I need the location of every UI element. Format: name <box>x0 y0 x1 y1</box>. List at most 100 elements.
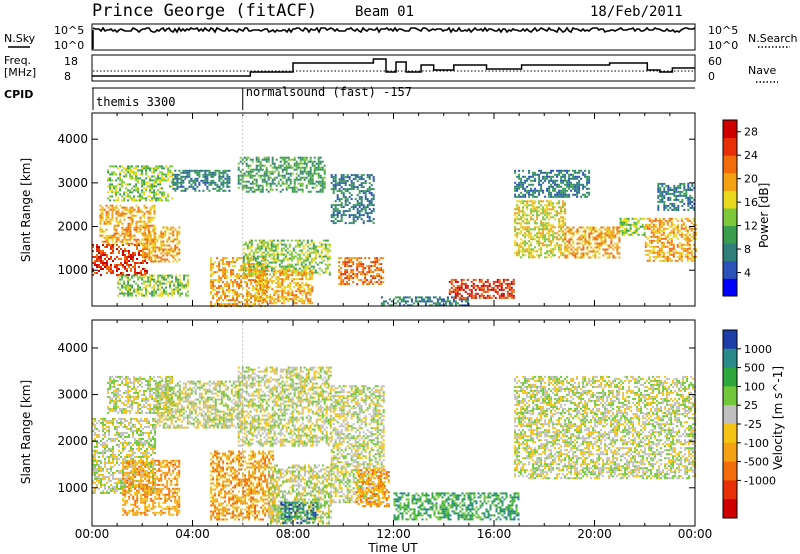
beam-label: Beam 01 <box>355 4 414 20</box>
power-region <box>117 274 190 297</box>
x-tick-label: 00:00 <box>75 527 110 541</box>
velocity-region <box>330 385 385 504</box>
power-colorbar-tick-label: 28 <box>744 126 758 139</box>
velocity-colorbar-tick-label: 25 <box>744 399 758 412</box>
nave-tick-bottom: 0 <box>708 70 715 83</box>
power-region <box>107 165 174 202</box>
velocity-ylabel: Slant Range [km] <box>19 380 33 484</box>
velocity-colorbar-tick-label: -100 <box>744 437 769 450</box>
velocity-colorbar-swatch <box>723 424 737 444</box>
power-colorbar-swatch <box>723 120 737 139</box>
power-colorbar-swatch <box>723 190 737 209</box>
velocity-colorbar-tick-label: 100 <box>744 380 765 393</box>
power-region <box>514 200 567 259</box>
velocity-colorbar: 1000 500 100 25 -25 -100 -500 -1000 <box>722 329 776 519</box>
velocity-colorbar-swatch <box>723 499 737 519</box>
velocity-region <box>355 469 390 508</box>
x-tick-label: 12:00 <box>376 527 411 541</box>
x-axis-label: Time UT <box>367 541 418 554</box>
power-colorbar-tick-label: 20 <box>744 173 758 186</box>
power-colorbar-swatch <box>723 172 737 191</box>
x-axis: 00:00 04:00 08:00 12:00 16:00 20:00 00:00 <box>75 527 713 541</box>
power-region <box>514 169 591 198</box>
velocity-region <box>514 413 697 480</box>
velocity-colorbar-tick-label: -25 <box>744 418 762 431</box>
power-colorbar: 4 8 12 16 20 24 28 <box>722 119 758 297</box>
power-colorbar-swatch <box>723 155 737 174</box>
velocity-ytick-label: 3000 <box>57 388 88 402</box>
power-region <box>330 174 375 225</box>
velocity-colorbar-swatch <box>723 480 737 500</box>
nave-tick-top: 60 <box>708 55 722 68</box>
freq-label-line2: [MHz] <box>4 66 36 79</box>
power-ylabel: Slant Range [km] <box>19 158 33 262</box>
nsky-tick-top: 10^5 <box>54 24 84 37</box>
freq-label-line1: Freq. <box>4 54 31 67</box>
power-region <box>237 156 326 193</box>
velocity-ytick-label: 4000 <box>57 341 88 355</box>
x-tick-label: 00:00 <box>678 527 713 541</box>
velocity-panel: 1000 2000 3000 4000 <box>57 319 697 527</box>
freq-panel-frame <box>91 54 696 82</box>
power-colorbar-swatch <box>723 260 737 279</box>
nsky-label: N.Sky <box>4 32 36 45</box>
power-region <box>172 169 231 192</box>
velocity-region <box>393 492 520 521</box>
power-colorbar-tick-label: 24 <box>744 149 758 162</box>
velocity-ytick-label: 2000 <box>57 434 88 448</box>
velocity-region <box>210 450 275 521</box>
freq-trace <box>92 58 695 77</box>
nsky-panel-frame <box>91 23 696 51</box>
date-label: 18/Feb/2011 <box>590 4 683 20</box>
power-colorbar-label: Power [dB] <box>757 183 771 248</box>
power-ytick-label: 4000 <box>57 132 88 146</box>
power-region <box>255 270 314 305</box>
nsearch-tick-top: 10^5 <box>708 24 738 37</box>
power-colorbar-swatch <box>723 225 737 244</box>
freq-tick-bottom: 8 <box>64 70 71 83</box>
velocity-colorbar-swatch <box>723 367 737 387</box>
velocity-colorbar-swatch <box>723 386 737 406</box>
power-colorbar-frame <box>722 119 738 297</box>
power-colorbar-tick-label: 8 <box>744 243 751 256</box>
power-region <box>242 239 331 276</box>
velocity-colorbar-swatch <box>723 461 737 481</box>
nsearch-tick-bottom: 10^0 <box>708 39 738 52</box>
power-colorbar-tick-label: 12 <box>744 220 758 233</box>
x-tick-label: 08:00 <box>276 527 311 541</box>
power-region <box>644 217 697 262</box>
x-tick-label: 16:00 <box>477 527 512 541</box>
power-colorbar-swatch <box>723 208 737 227</box>
power-ytick-label: 1000 <box>57 263 88 277</box>
power-colorbar-tick-label: 16 <box>744 196 758 209</box>
velocity-region <box>280 501 319 524</box>
freq-tick-top: 18 <box>64 55 78 68</box>
power-colorbar-swatch <box>723 137 737 156</box>
power-colorbar-swatch <box>723 278 737 297</box>
velocity-colorbar-swatch <box>723 330 737 350</box>
power-region <box>657 182 696 211</box>
power-plot-area <box>92 113 695 306</box>
cpid-entry-1: themis 3300 <box>96 95 175 109</box>
power-panel: 1000 2000 3000 4000 <box>57 112 697 308</box>
velocity-colorbar-label: Velocity [m s^-1] <box>771 366 785 470</box>
velocity-region <box>122 459 181 516</box>
power-colorbar-swatch <box>723 243 737 262</box>
power-region <box>142 226 181 263</box>
cpid-label: CPID <box>4 88 33 101</box>
velocity-colorbar-swatch <box>723 405 737 425</box>
velocity-colorbar-tick-label: -500 <box>744 456 769 469</box>
nave-label: Nave <box>748 64 776 77</box>
power-ytick-label: 2000 <box>57 220 88 234</box>
station-title: Prince George (fitACF) <box>92 1 317 21</box>
velocity-colorbar-tick-label: 1000 <box>744 343 772 356</box>
power-region <box>338 257 385 286</box>
power-region <box>380 296 469 307</box>
velocity-colorbar-tick-label: -1000 <box>744 474 776 487</box>
power-colorbar-tick-label: 4 <box>744 267 751 280</box>
velocity-colorbar-swatch <box>723 348 737 369</box>
power-ytick-label: 3000 <box>57 176 88 190</box>
nsearch-label: N.Search <box>748 32 798 45</box>
nsky-trace <box>92 26 696 34</box>
